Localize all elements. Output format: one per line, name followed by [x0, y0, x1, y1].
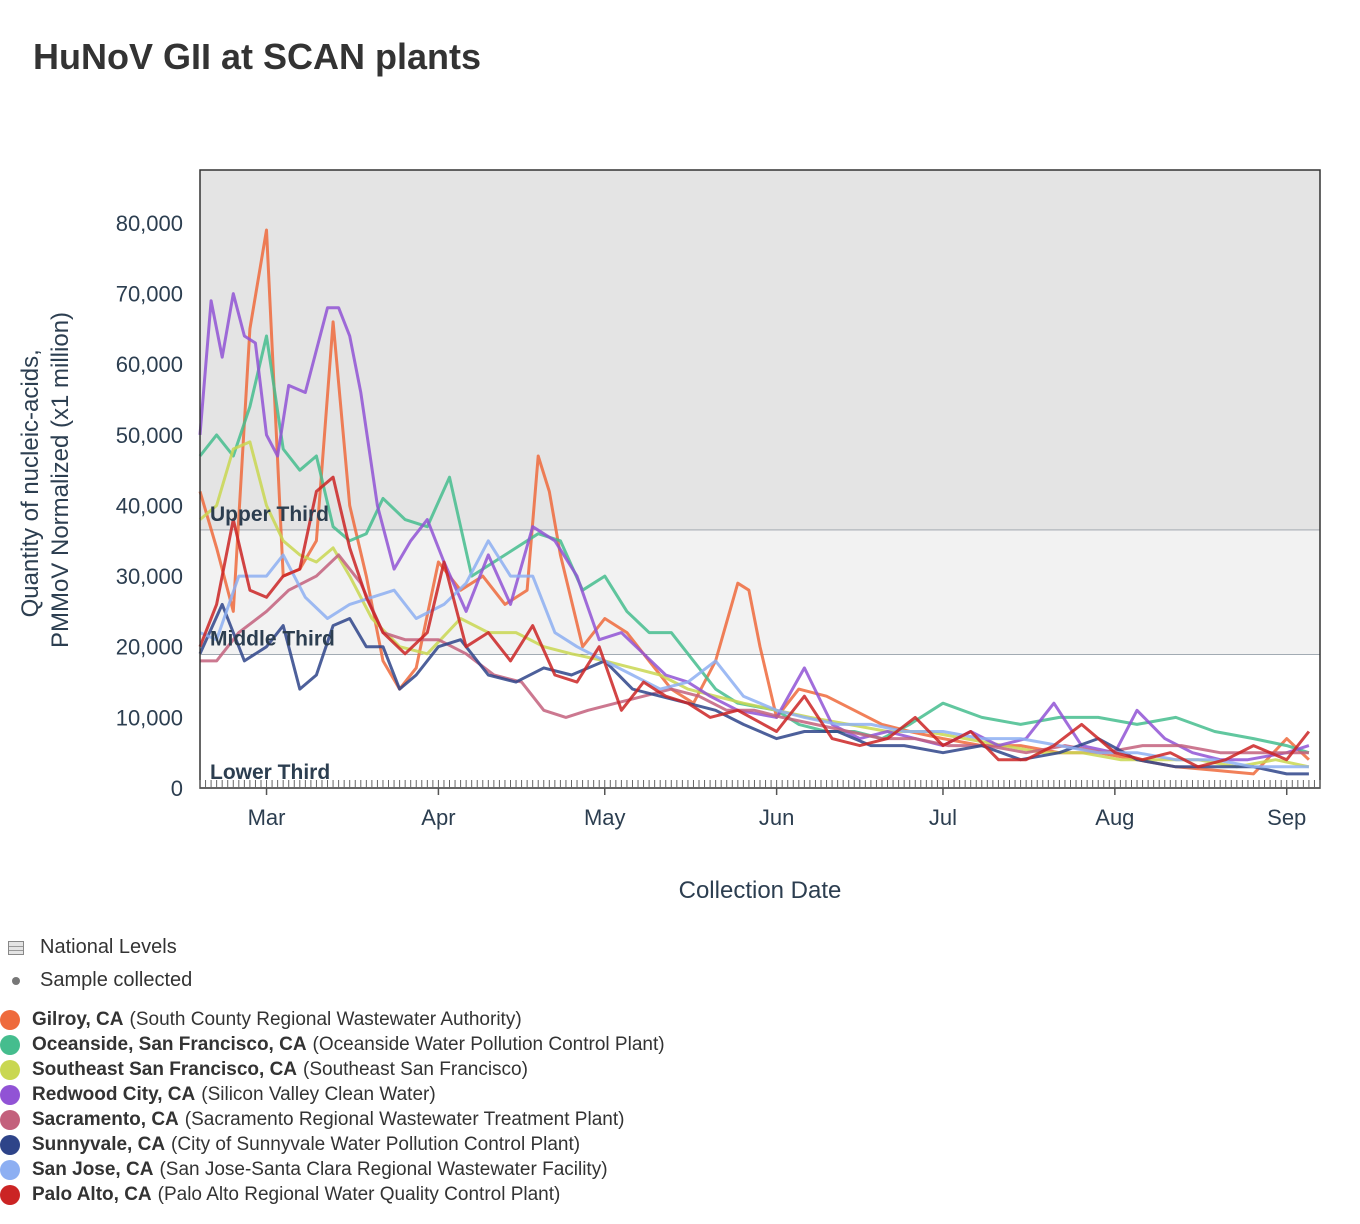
legend-national-levels[interactable]: National Levels	[8, 936, 177, 959]
legend-item[interactable]: Palo Alto, CA (Palo Alto Regional Water Q…	[0, 1183, 560, 1207]
legend-item[interactable]: Sacramento, CA (Sacramento Regional Waste…	[0, 1108, 624, 1132]
legend-location: Sacramento, CA	[32, 1109, 179, 1130]
band-label: Middle Third	[210, 628, 335, 651]
legend-facility: (South County Regional Wastewater Author…	[129, 1009, 522, 1030]
legend-item[interactable]: Redwood City, CA (Silicon Valley Clean Wa…	[0, 1083, 436, 1107]
legend-color-dot	[0, 1160, 20, 1180]
legend-color-dot	[0, 1085, 20, 1105]
x-tick-label: Aug	[1095, 805, 1134, 830]
y-tick-label: 30,000	[116, 564, 183, 589]
line-chart: Upper Third Middle Third Lower Third 0 10,0…	[17, 169, 1321, 904]
x-tick-label: Jul	[929, 805, 957, 830]
legend-color-dot	[0, 1035, 20, 1055]
legend-location: San Jose, CA	[32, 1159, 154, 1180]
chart-title: HuNoV GII at SCAN plants	[33, 36, 482, 77]
legend-location: Oceanside, San Francisco, CA	[32, 1034, 307, 1055]
legend-location: Southeast San Francisco, CA	[32, 1059, 298, 1080]
y-tick-label: 40,000	[116, 493, 183, 518]
legend-color-dot	[0, 1060, 20, 1080]
x-axis-ticks: Mar Apr May Jun Jul Aug Sep	[248, 788, 1306, 830]
legend-item[interactable]: Oceanside, San Francisco, CA (Oceanside W…	[0, 1033, 665, 1057]
x-minor-ticks	[199, 780, 1321, 788]
y-tick-label: 80,000	[116, 211, 183, 236]
legend-facility: (Southeast San Francisco)	[303, 1059, 528, 1080]
legend-color-dot	[0, 1135, 20, 1155]
series-line-3	[199, 440, 1310, 769]
legend-item[interactable]: San Jose, CA (San Jose-Santa Clara Region…	[0, 1158, 608, 1182]
band-label: Lower Third	[210, 761, 330, 784]
x-axis-label: Collection Date	[679, 877, 842, 904]
band-label: Upper Third	[210, 503, 329, 526]
x-tick-label: Apr	[421, 805, 455, 830]
legend-color-dot	[0, 1110, 20, 1130]
legend-location: Palo Alto, CA	[32, 1184, 152, 1205]
y-axis-label: Quantity of nucleic-acids, PMMoV Normali…	[17, 312, 74, 648]
band-1	[200, 170, 1320, 531]
y-tick-label: 10,000	[116, 705, 183, 730]
legend-location: Gilroy, CA	[32, 1009, 124, 1030]
series-lines	[198, 228, 1311, 776]
y-tick-label: 50,000	[116, 423, 183, 448]
x-tick-label: Mar	[248, 805, 286, 830]
sample-collected-icon	[12, 976, 20, 985]
y-axis-ticks: 0 10,000 20,000 30,000 40,000 50,000 60,000 70,…	[116, 211, 183, 801]
legend-facility: (Palo Alto Regional Water Quality Contro…	[157, 1184, 561, 1205]
series-line-7	[199, 539, 1309, 769]
legend-item[interactable]: Southeast San Francisco, CA (Southeast Sa…	[0, 1058, 528, 1082]
legend-facility: (San Jose-Santa Clara Regional Wastewate…	[159, 1159, 608, 1180]
legend-facility: (Silicon Valley Clean Water)	[201, 1084, 436, 1105]
y-tick-label: 60,000	[116, 352, 183, 377]
legend-color-dot	[0, 1185, 20, 1205]
national-levels-label: National Levels	[40, 936, 177, 958]
x-tick-label: May	[584, 805, 626, 830]
legend-location: Redwood City, CA	[32, 1084, 196, 1105]
y-tick-label: 20,000	[116, 635, 183, 660]
series-line-4	[198, 292, 1310, 762]
legend-location: Sunnyvale, CA	[32, 1134, 166, 1155]
legend-sample-collected[interactable]: Sample collected	[8, 969, 192, 992]
y-axis-label-line-1: Quantity of nucleic-acids,	[17, 349, 44, 617]
y-tick-label: 70,000	[116, 282, 183, 307]
series-line-2	[198, 334, 1310, 755]
legend-item[interactable]: Gilroy, CA (South County Regional Wastewa…	[0, 1008, 522, 1032]
national-levels-icon	[8, 940, 24, 955]
band-labels: Upper Third Middle Third Lower Third	[210, 503, 335, 784]
y-tick-label: 0	[171, 776, 183, 801]
series-line-1	[198, 228, 1310, 776]
sample-collected-label: Sample collected	[40, 969, 193, 991]
legend-facility: (City of Sunnyvale Water Pollution Contr…	[171, 1134, 581, 1155]
series-line-8	[198, 475, 1311, 769]
bands-layer	[200, 170, 1320, 788]
legend-facility: (Oceanside Water Pollution Control Plant…	[312, 1034, 665, 1055]
y-axis-label-line-2: PMMoV Normalized (x1 million)	[47, 312, 74, 648]
legend-facility: (Sacramento Regional Wastewater Treatmen…	[184, 1109, 625, 1130]
x-tick-label: Sep	[1267, 805, 1306, 830]
legend-item[interactable]: Sunnyvale, CA (City of Sunnyvale Water Po…	[0, 1133, 580, 1157]
x-tick-label: Jun	[759, 805, 794, 830]
legend-color-dot	[0, 1010, 20, 1030]
